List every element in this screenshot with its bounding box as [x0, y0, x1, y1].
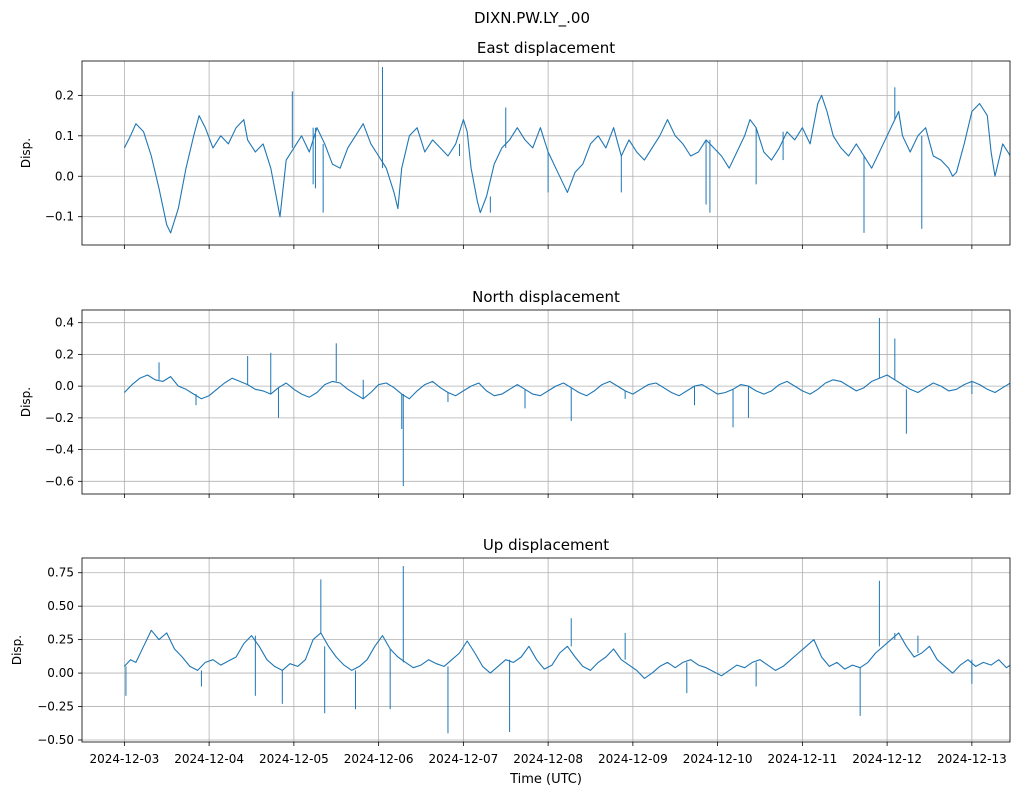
- y-tick-label: −0.1: [45, 210, 74, 224]
- x-tick-label: 2024-12-07: [428, 752, 498, 766]
- subplot-title: Up displacement: [483, 536, 609, 554]
- y-tick-label: 0.4: [55, 316, 74, 330]
- subplot-2: −0.6 −0.4 −0.2 0.0 0.2 0.4 North displacement D…: [19, 288, 1011, 498]
- y-tick-label: −0.4: [45, 443, 74, 457]
- x-tick-label: 2024-12-08: [513, 752, 583, 766]
- x-tick-label: 2024-12-12: [852, 752, 922, 766]
- y-axis-label: Disp.: [10, 635, 24, 665]
- y-tick-label: −0.6: [45, 474, 74, 488]
- y-tick-label: 0.2: [55, 88, 74, 102]
- y-tick-label: −0.25: [37, 700, 74, 714]
- figure-suptitle: DIXN.PW.LY_.00: [474, 9, 590, 28]
- y-tick-label: 0.50: [47, 599, 74, 613]
- axes-frame: [81, 557, 1011, 743]
- x-tick-label: 2024-12-09: [598, 752, 668, 766]
- series-line-3: [123, 629, 1010, 679]
- y-tick-label: 0.75: [47, 566, 74, 580]
- x-tick-label: 2024-12-11: [767, 752, 837, 766]
- y-tick-label: 0.0: [55, 169, 74, 183]
- y-tick-label: 0.1: [55, 129, 74, 143]
- x-tick-label: 2024-12-06: [344, 752, 414, 766]
- x-tick-label: 2024-12-10: [683, 752, 753, 766]
- x-tick-label: 2024-12-03: [89, 752, 159, 766]
- subplot-title: North displacement: [472, 288, 620, 306]
- y-tick-label: 0.2: [55, 347, 74, 361]
- series-line-2: [124, 374, 1010, 400]
- x-tick-label: 2024-12-04: [174, 752, 244, 766]
- subplot-1: −0.1 0.0 0.1 0.2 East displacement Disp.: [19, 39, 1011, 249]
- y-tick-label: −0.2: [45, 411, 74, 425]
- y-tick-label: 0.00: [47, 666, 74, 680]
- subplot-3: −0.50 −0.25 0.00 0.25 0.50 0.75 2024-12-03 2024…: [10, 536, 1011, 766]
- y-tick-label: 0.25: [47, 633, 74, 647]
- series-line-1: [123, 94, 1010, 234]
- x-tick-label: 2024-12-05: [259, 752, 329, 766]
- y-tick-label: 0.0: [55, 379, 74, 393]
- subplot-title: East displacement: [477, 39, 615, 57]
- y-axis-label: Disp.: [19, 387, 33, 417]
- y-axis-label: Disp.: [19, 138, 33, 168]
- x-tick-label: 2024-12-13: [937, 752, 1007, 766]
- axes-frame: [81, 60, 1011, 246]
- axes-frame: [81, 309, 1011, 495]
- x-axis-label: Time (UTC): [509, 772, 582, 787]
- y-tick-label: −0.50: [37, 733, 74, 747]
